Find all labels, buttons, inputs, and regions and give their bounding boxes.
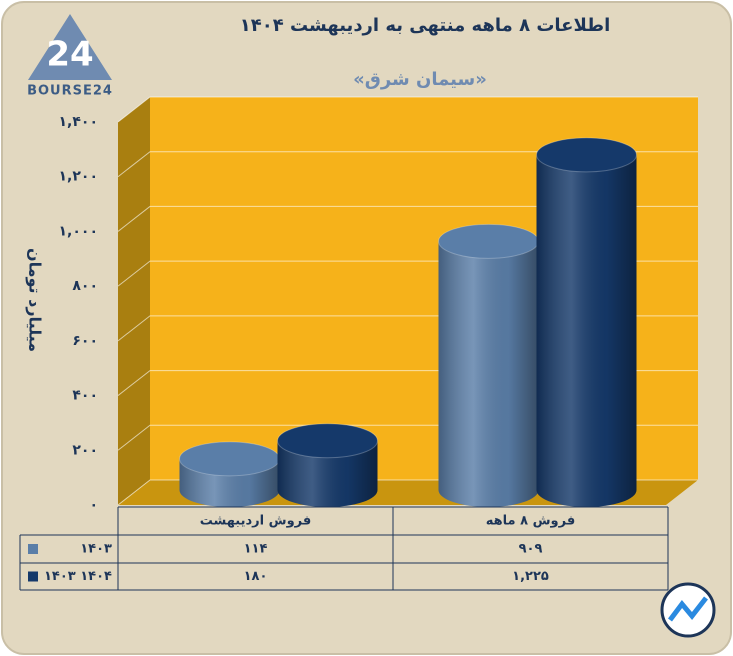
badge: [660, 582, 716, 638]
logo-name: BOURSE24: [27, 84, 113, 99]
legend-label: ۱۴۰۳ ۱۴۰۴: [44, 569, 112, 584]
plot: ۰ ۲۰۰ ۴۰۰ ۶۰۰ ۸۰۰ ۱,۰۰۰ ۱,۲۰۰ ۱,۴۰۰ فروش اردیبهش…: [19, 96, 698, 591]
grid-line: [117, 96, 698, 123]
y-tick-label: ۴۰۰: [72, 388, 98, 404]
data-label: ۱۸۰: [244, 569, 268, 584]
bar-top: [438, 223, 539, 259]
chart-subtitle: «سیمان شرق»: [353, 69, 487, 90]
x-tick-label: فروش اردیبهشت: [200, 514, 312, 529]
y-tick-label: ۶۰۰: [72, 333, 98, 349]
x-tick-label: فروش ۸ ماهه: [486, 514, 575, 529]
y-tick-label: ۱,۲۰۰: [59, 169, 99, 185]
data-label: ۱۱۴: [244, 542, 268, 557]
grid-line: [117, 205, 698, 232]
grid-line: [117, 151, 698, 178]
bar-shade: [277, 440, 378, 507]
legend-swatch: [28, 571, 38, 582]
bar-shade: [536, 154, 637, 507]
y-tick-label: ۱,۰۰۰: [59, 223, 99, 239]
chart-title: اطلاعات ۸ ماهه منتهی به اردیبهشت ۱۴۰۴: [240, 15, 611, 36]
legend-label: ۱۴۰۳: [80, 542, 112, 557]
data-label: ۱,۲۲۵: [512, 569, 549, 584]
logo: 24 BOURSE24: [27, 14, 113, 99]
side-wall: [118, 97, 150, 505]
y-tick-label: ۸۰۰: [72, 278, 98, 294]
logo-mark: 24: [46, 35, 93, 75]
legend-swatch: [28, 544, 38, 554]
bar-top: [277, 423, 378, 459]
bar-top: [536, 137, 637, 173]
y-axis-label: میلیارد تومان: [26, 248, 45, 352]
bar-shade: [438, 241, 539, 507]
bar-top: [179, 441, 280, 477]
data-label: ۹۰۹: [519, 542, 543, 557]
y-tick-label: ۲۰۰: [72, 442, 98, 458]
y-tick-label: ۱,۴۰۰: [59, 114, 99, 130]
y-tick-label: ۰: [89, 497, 98, 513]
